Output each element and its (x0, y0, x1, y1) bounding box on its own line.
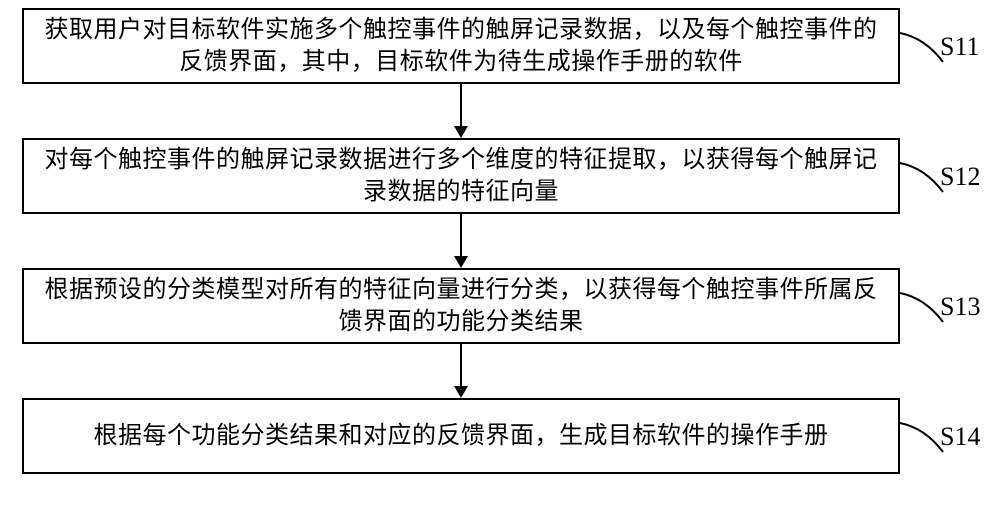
arrow-s11-s12-line (460, 84, 462, 126)
arrow-s12-s13-line (460, 214, 462, 256)
connector-s12 (895, 162, 945, 198)
flow-step-s11: 获取用户对目标软件实施多个触控事件的触屏记录数据，以及每个触控事件的反馈界面，其… (22, 8, 900, 84)
flow-label-s11: S11 (940, 32, 980, 62)
flow-step-s12: 对每个触控事件的触屏记录数据进行多个维度的特征提取，以获得每个触屏记录数据的特征… (22, 138, 900, 214)
flow-label-s13: S13 (940, 292, 980, 322)
arrow-s12-s13-head (454, 256, 468, 268)
flow-step-s12-text: 对每个触控事件的触屏记录数据进行多个维度的特征提取，以获得每个触屏记录数据的特征… (36, 144, 886, 209)
flow-step-s14: 根据每个功能分类结果和对应的反馈界面，生成目标软件的操作手册 (22, 398, 900, 474)
flow-step-s11-text: 获取用户对目标软件实施多个触控事件的触屏记录数据，以及每个触控事件的反馈界面，其… (36, 14, 886, 79)
arrow-s11-s12-head (454, 126, 468, 138)
flow-step-s13: 根据预设的分类模型对所有的特征向量进行分类，以获得每个触控事件所属反馈界面的功能… (22, 268, 900, 344)
connector-s11 (895, 32, 945, 68)
connector-s13 (895, 292, 945, 328)
flow-label-s12: S12 (940, 162, 980, 192)
flow-step-s13-text: 根据预设的分类模型对所有的特征向量进行分类，以获得每个触控事件所属反馈界面的功能… (36, 274, 886, 339)
flow-step-s14-text: 根据每个功能分类结果和对应的反馈界面，生成目标软件的操作手册 (94, 420, 829, 452)
arrow-s13-s14-line (460, 344, 462, 386)
connector-s14 (895, 422, 945, 458)
arrow-s13-s14-head (454, 386, 468, 398)
flow-label-s14: S14 (940, 422, 980, 452)
flowchart-container: 获取用户对目标软件实施多个触控事件的触屏记录数据，以及每个触控事件的反馈界面，其… (0, 0, 1000, 505)
